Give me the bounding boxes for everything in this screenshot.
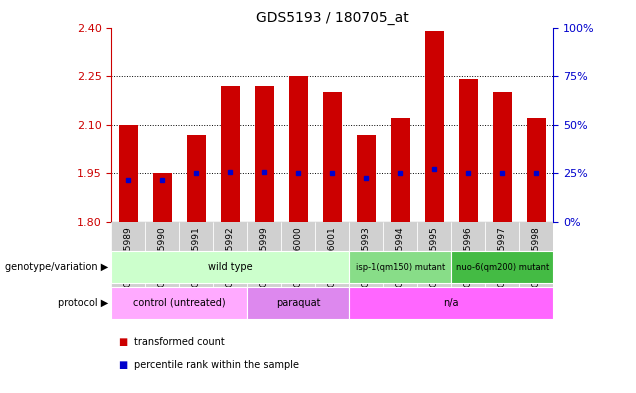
Bar <box>452 222 485 299</box>
Bar <box>119 125 137 222</box>
Bar <box>425 31 444 222</box>
Text: nuo-6(qm200) mutant: nuo-6(qm200) mutant <box>455 263 549 272</box>
Text: GSM1305992: GSM1305992 <box>226 226 235 286</box>
Bar <box>459 79 478 222</box>
Bar <box>417 222 452 299</box>
Text: ■: ■ <box>118 337 127 347</box>
Text: ■: ■ <box>118 360 127 371</box>
Text: GSM1305996: GSM1305996 <box>464 226 473 286</box>
Text: GSM1305990: GSM1305990 <box>158 226 167 286</box>
Text: GSM1305993: GSM1305993 <box>362 226 371 286</box>
Bar <box>323 92 342 222</box>
Bar <box>111 222 145 299</box>
Text: GSM1305998: GSM1305998 <box>532 226 541 286</box>
Bar <box>315 222 349 299</box>
Text: genotype/variation ▶: genotype/variation ▶ <box>5 262 108 272</box>
Bar <box>153 173 172 222</box>
Text: paraquat: paraquat <box>276 298 321 308</box>
Text: n/a: n/a <box>443 298 459 308</box>
Title: GDS5193 / 180705_at: GDS5193 / 180705_at <box>256 11 409 25</box>
Bar <box>527 118 546 222</box>
Text: GSM1306001: GSM1306001 <box>328 226 337 286</box>
Text: isp-1(qm150) mutant: isp-1(qm150) mutant <box>356 263 445 272</box>
Bar <box>520 222 553 299</box>
Bar <box>493 92 512 222</box>
Text: protocol ▶: protocol ▶ <box>58 298 108 308</box>
Bar <box>485 222 520 299</box>
Bar <box>247 222 281 299</box>
Text: GSM1306000: GSM1306000 <box>294 226 303 286</box>
Bar <box>179 222 213 299</box>
Text: GSM1305994: GSM1305994 <box>396 226 404 286</box>
Bar <box>145 222 179 299</box>
Bar <box>255 86 273 222</box>
Bar <box>111 252 349 283</box>
Text: GSM1305995: GSM1305995 <box>430 226 439 286</box>
Bar <box>187 134 205 222</box>
Bar <box>384 222 417 299</box>
Bar <box>289 76 308 222</box>
Bar <box>247 287 349 318</box>
Text: GSM1305997: GSM1305997 <box>498 226 507 286</box>
Text: GSM1305989: GSM1305989 <box>124 226 133 286</box>
Text: wild type: wild type <box>208 262 252 272</box>
Bar <box>349 222 384 299</box>
Bar <box>349 287 553 318</box>
Bar <box>452 252 553 283</box>
Bar <box>281 222 315 299</box>
Bar <box>111 287 247 318</box>
Text: GSM1305991: GSM1305991 <box>192 226 201 286</box>
Bar <box>221 86 240 222</box>
Bar <box>357 134 376 222</box>
Bar <box>349 252 452 283</box>
Text: GSM1305999: GSM1305999 <box>260 226 269 286</box>
Text: transformed count: transformed count <box>134 337 225 347</box>
Bar <box>391 118 410 222</box>
Text: percentile rank within the sample: percentile rank within the sample <box>134 360 298 371</box>
Bar <box>213 222 247 299</box>
Text: control (untreated): control (untreated) <box>133 298 226 308</box>
